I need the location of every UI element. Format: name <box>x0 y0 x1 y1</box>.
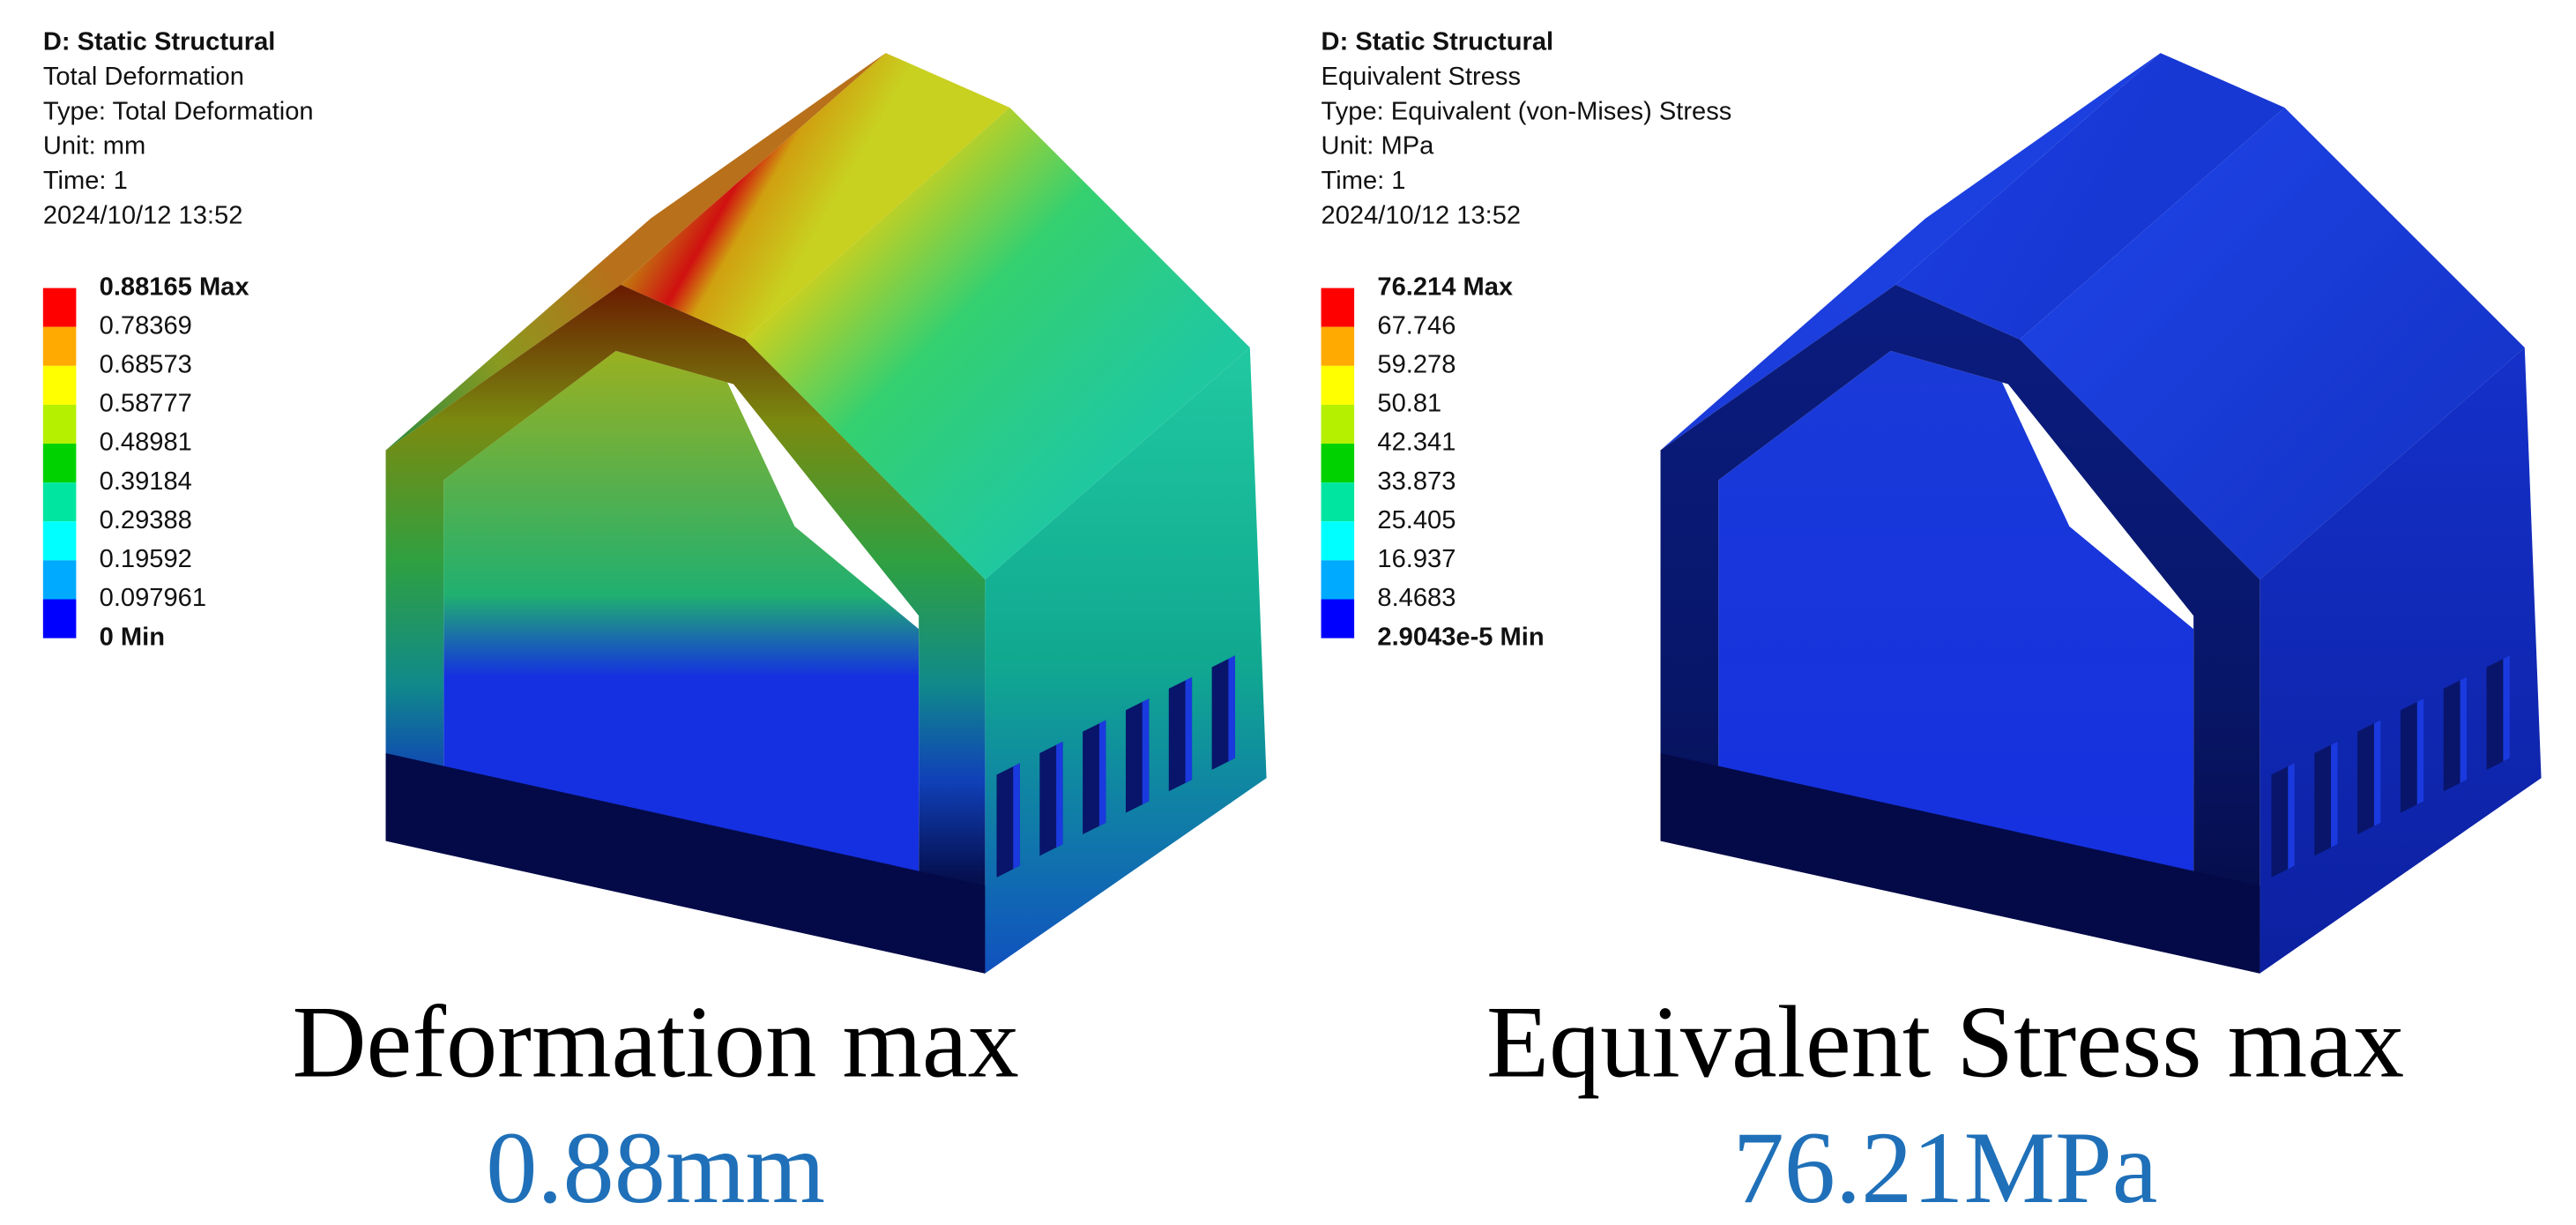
header-line: Type: Equivalent (von-Mises) Stress <box>1322 97 1732 125</box>
fin-edge <box>1099 721 1106 826</box>
legend-label: 2.9043e-5 Min <box>1377 623 1544 651</box>
legend-label: 59.278 <box>1377 351 1456 379</box>
legend-label: 42.341 <box>1377 429 1456 457</box>
fin-edge <box>2417 698 2424 804</box>
header-line: 2024/10/12 13:52 <box>1322 202 1522 230</box>
legend-band <box>43 560 77 599</box>
legend-band <box>43 444 77 482</box>
header-line: Type: Total Deformation <box>43 97 314 125</box>
legend-band <box>43 599 77 638</box>
header-line: Time: 1 <box>1322 167 1406 195</box>
legend-label: 76.214 Max <box>1377 273 1513 301</box>
legend-label: 0.88165 Max <box>100 273 249 301</box>
legend-band <box>1322 521 1355 560</box>
legend-band <box>43 521 77 560</box>
legend-band <box>1322 366 1355 405</box>
header-line: Equivalent Stress <box>1322 63 1521 91</box>
legend-band <box>1322 560 1355 599</box>
fin-edge <box>2461 677 2468 783</box>
header-line: Unit: MPa <box>1322 132 1435 161</box>
legend-band <box>43 366 77 405</box>
header-line: Time: 1 <box>43 167 128 195</box>
legend-band <box>43 405 77 444</box>
fin-edge <box>2503 655 2510 761</box>
legend-band <box>1322 444 1355 482</box>
fin-edge <box>2374 721 2381 826</box>
page: D: Static Structural Total Deformation Typ… <box>0 0 2576 1225</box>
fin-edge <box>2288 763 2295 869</box>
fin-edge <box>1056 742 1063 848</box>
legend-label: 0.097961 <box>100 584 206 612</box>
legend-label: 67.746 <box>1377 311 1456 340</box>
legend-band <box>43 288 77 327</box>
fin-edge <box>1143 698 1150 804</box>
legend-band <box>1322 288 1355 327</box>
header-line: D: Static Structural <box>43 27 276 56</box>
legend-band <box>1322 405 1355 444</box>
legend-label: 0.29388 <box>100 506 192 534</box>
fin-edge <box>1186 677 1193 783</box>
legend-label: 0 Min <box>100 623 165 651</box>
figure: D: Static Structural Total Deformation Typ… <box>0 0 2576 1225</box>
legend-label: 8.4683 <box>1377 584 1456 612</box>
legend-label: 0.68573 <box>100 351 192 379</box>
legend-label: 33.873 <box>1377 467 1456 496</box>
header-line: 2024/10/12 13:52 <box>43 202 243 230</box>
header-line: Unit: mm <box>43 132 145 161</box>
legend-band <box>43 482 77 521</box>
caption-title: Deformation max <box>292 986 1018 1100</box>
legend-band <box>1322 599 1355 638</box>
legend-label: 50.81 <box>1377 390 1441 418</box>
caption-value: 76.21MPa <box>1733 1111 2158 1225</box>
legend-label: 0.39184 <box>100 467 192 496</box>
legend-band <box>43 327 77 366</box>
legend-label: 0.58777 <box>100 390 192 418</box>
legend-band <box>1322 482 1355 521</box>
fin-edge <box>2331 742 2338 848</box>
caption-value: 0.88mm <box>486 1111 825 1225</box>
legend-band <box>1322 327 1355 366</box>
fin-edge <box>1228 655 1235 761</box>
legend-label: 0.48981 <box>100 429 192 457</box>
header-line: D: Static Structural <box>1322 27 1554 56</box>
fin-edge <box>1013 763 1020 869</box>
legend-label: 0.19592 <box>100 545 192 573</box>
legend-label: 25.405 <box>1377 506 1456 534</box>
header-line: Total Deformation <box>43 63 244 91</box>
legend-label: 0.78369 <box>100 311 192 340</box>
caption-title: Equivalent Stress max <box>1486 986 2404 1100</box>
legend-label: 16.937 <box>1377 545 1456 573</box>
